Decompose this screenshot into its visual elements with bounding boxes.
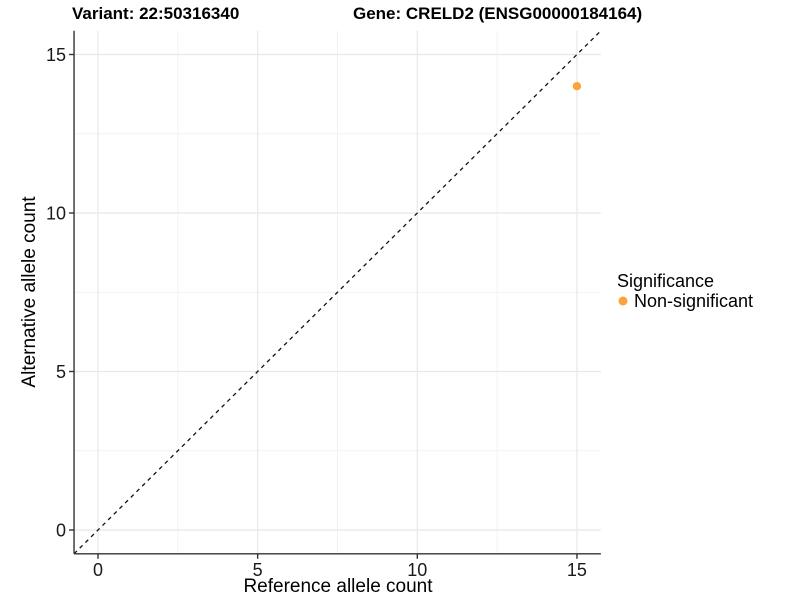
- x-tick-label: 10: [407, 560, 427, 580]
- legend-title: Significance: [617, 271, 714, 291]
- x-tick-label: 15: [567, 560, 587, 580]
- x-axis-title: Reference allele count: [243, 576, 433, 597]
- data-points-group: [572, 82, 582, 91]
- data-point: [572, 82, 582, 91]
- y-tick-label: 10: [46, 204, 66, 224]
- legend-point-icon: [618, 296, 628, 306]
- y-tick-label: 0: [56, 521, 66, 541]
- variant-title: Variant: 22:50316340: [72, 4, 239, 23]
- legend-item-label: Non-significant: [634, 291, 753, 311]
- legend: Significance Non-significant: [617, 271, 753, 311]
- x-tick-labels-group: 0 5 10 15: [93, 560, 587, 580]
- y-tick-label: 15: [46, 45, 66, 65]
- identity-diagonal-line: [73, 30, 602, 555]
- y-tick-labels-group: 0 5 10 15: [46, 45, 66, 541]
- y-axis-title: Alternative allele count: [19, 196, 40, 388]
- tick-marks-group: [69, 53, 578, 559]
- axis-lines-group: [73, 30, 601, 555]
- x-tick-label: 5: [253, 560, 263, 580]
- y-tick-label: 5: [56, 362, 66, 382]
- gene-title: Gene: CRELD2 (ENSG00000184164): [353, 4, 642, 23]
- x-tick-label: 0: [93, 560, 103, 580]
- major-gridlines-group: [74, 30, 601, 554]
